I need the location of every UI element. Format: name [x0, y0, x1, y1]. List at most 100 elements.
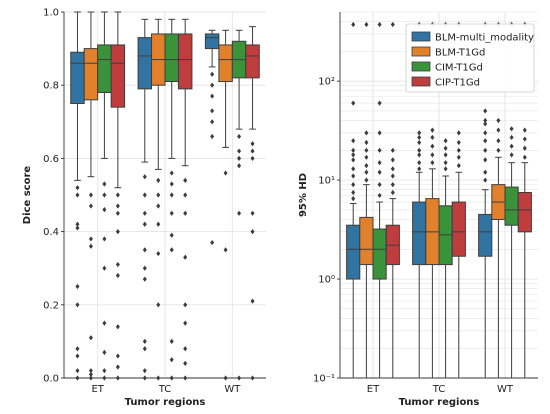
flier-point: [115, 210, 120, 216]
box-BLM-multi_modality-TC: [412, 21, 427, 379]
flier-point: [183, 210, 188, 216]
flier-point: [430, 143, 435, 149]
box-iqr: [70, 51, 85, 104]
box-series-group: [70, 11, 260, 381]
flier-point: [142, 338, 147, 344]
flier-point: [443, 145, 448, 151]
y-tick-label: 0.6: [43, 154, 59, 165]
box-CIM-T1Gd-TC: [438, 21, 453, 379]
flier-point: [237, 155, 242, 161]
flier-point: [156, 177, 161, 183]
flier-point: [443, 152, 448, 158]
flier-point: [183, 192, 188, 198]
flier-point: [210, 239, 215, 246]
series-BLM-multi_modality: [70, 11, 220, 381]
flier-point: [390, 21, 395, 28]
flier-point: [156, 250, 161, 257]
flier-point: [169, 210, 174, 216]
box-CIP-T1Gd-TC: [451, 21, 466, 379]
flier-point: [75, 375, 80, 381]
flier-point: [102, 236, 107, 242]
flier-point: [377, 100, 382, 106]
flier-point: [142, 265, 147, 271]
flier-point: [417, 152, 422, 158]
flier-point: [75, 185, 80, 191]
flier-point: [183, 177, 188, 183]
flier-point: [351, 147, 356, 153]
flier-point: [377, 160, 382, 166]
box-iqr: [359, 216, 374, 266]
flier-point: [142, 368, 147, 374]
flier-point: [183, 375, 188, 381]
flier-point: [509, 152, 514, 158]
y-axis-title: Dice score: [22, 166, 33, 225]
flier-point: [156, 192, 161, 198]
flier-point: [102, 265, 107, 271]
flier-point: [142, 192, 147, 198]
flier-point: [142, 346, 147, 352]
flier-point: [88, 203, 93, 209]
box-CIP-T1Gd-ET: [110, 11, 126, 381]
flier-point: [417, 130, 422, 136]
flier-point: [390, 173, 395, 179]
flier-point: [351, 152, 356, 158]
flier-point: [142, 210, 147, 216]
flier-point: [169, 357, 174, 363]
flier-point: [223, 247, 228, 253]
box-iqr: [504, 186, 519, 226]
flier-point: [250, 210, 255, 216]
flier-point: [417, 139, 422, 146]
flier-point: [183, 302, 188, 308]
series-CIP-T1Gd: [110, 11, 260, 381]
flier-point: [390, 189, 395, 196]
flier-point: [237, 375, 242, 381]
flier-point: [142, 247, 147, 253]
flier-point: [496, 117, 501, 124]
flier-point: [364, 169, 369, 175]
y-tick-label: 1.0: [43, 8, 59, 19]
y-tick-label: 10¹: [318, 176, 335, 187]
flier-point: [75, 225, 80, 231]
flier-point: [237, 148, 242, 154]
flier-point: [351, 21, 356, 28]
flier-point: [210, 93, 215, 99]
flier-point: [483, 117, 488, 124]
box-iqr: [177, 33, 193, 90]
flier-point: [417, 134, 422, 141]
series-BLM-T1Gd: [83, 11, 233, 381]
flier-point: [210, 82, 215, 88]
box-BLM-multi_modality-TC: [137, 18, 153, 381]
flier-point: [142, 174, 147, 180]
flier-point: [351, 189, 356, 196]
legend-box: [405, 23, 535, 93]
legend-entry: BLM-T1Gd: [435, 48, 485, 59]
flier-point: [456, 154, 461, 160]
flier-point: [115, 375, 120, 381]
flier-point: [183, 346, 188, 352]
flier-point: [210, 133, 215, 140]
series-CIM-T1Gd: [97, 11, 247, 381]
flier-point: [75, 221, 80, 227]
box-iqr: [478, 213, 493, 257]
flier-point: [364, 147, 369, 153]
legend-swatch: [411, 31, 431, 42]
legend-swatch: [411, 46, 431, 57]
flier-point: [351, 166, 356, 172]
x-tick-label: WT: [497, 384, 514, 395]
flier-point: [102, 320, 107, 326]
flier-point: [430, 127, 435, 133]
box-CIP-T1Gd-WT: [517, 21, 532, 379]
flier-point: [377, 21, 382, 28]
legend-entry: CIM-T1Gd: [435, 63, 483, 74]
flier-point: [169, 338, 174, 344]
flier-point: [115, 324, 120, 330]
flier-point: [115, 203, 120, 209]
flier-point: [496, 127, 501, 133]
flier-point: [377, 147, 382, 153]
flier-point: [430, 152, 435, 158]
flier-point: [351, 173, 356, 179]
flier-point: [210, 108, 215, 114]
flier-point: [390, 147, 395, 153]
box-BLM-T1Gd-TC: [425, 21, 440, 379]
flier-point: [351, 157, 356, 163]
